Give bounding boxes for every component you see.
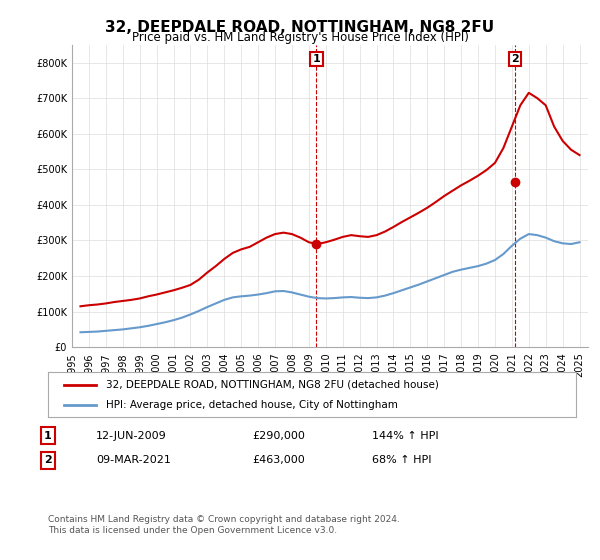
- Text: 1: 1: [44, 431, 52, 441]
- Text: 32, DEEPDALE ROAD, NOTTINGHAM, NG8 2FU (detached house): 32, DEEPDALE ROAD, NOTTINGHAM, NG8 2FU (…: [106, 380, 439, 390]
- Text: Price paid vs. HM Land Registry's House Price Index (HPI): Price paid vs. HM Land Registry's House …: [131, 31, 469, 44]
- Text: HPI: Average price, detached house, City of Nottingham: HPI: Average price, detached house, City…: [106, 400, 398, 410]
- Text: 144% ↑ HPI: 144% ↑ HPI: [372, 431, 439, 441]
- Text: 12-JUN-2009: 12-JUN-2009: [96, 431, 167, 441]
- Text: £290,000: £290,000: [252, 431, 305, 441]
- Text: £463,000: £463,000: [252, 455, 305, 465]
- Text: 09-MAR-2021: 09-MAR-2021: [96, 455, 171, 465]
- Text: 2: 2: [511, 54, 519, 64]
- Text: 68% ↑ HPI: 68% ↑ HPI: [372, 455, 431, 465]
- Text: 2: 2: [44, 455, 52, 465]
- Text: 1: 1: [313, 54, 320, 64]
- Text: 32, DEEPDALE ROAD, NOTTINGHAM, NG8 2FU: 32, DEEPDALE ROAD, NOTTINGHAM, NG8 2FU: [106, 20, 494, 35]
- Text: Contains HM Land Registry data © Crown copyright and database right 2024.
This d: Contains HM Land Registry data © Crown c…: [48, 515, 400, 535]
